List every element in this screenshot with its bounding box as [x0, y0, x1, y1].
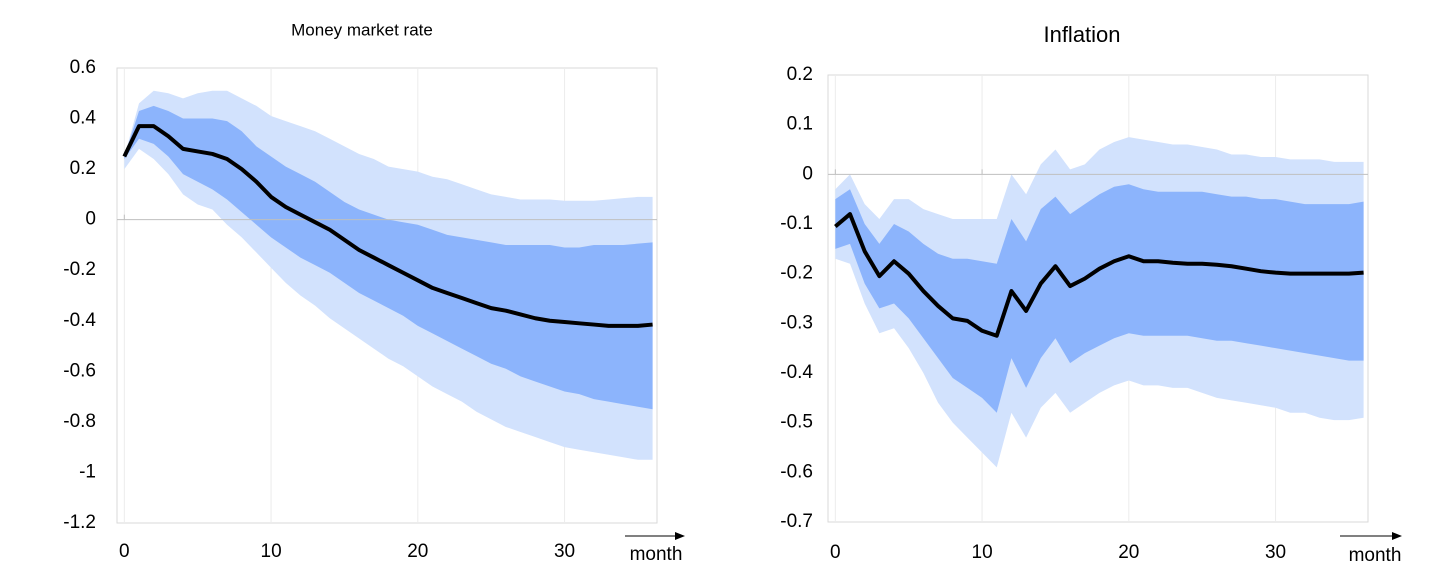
plot-frame: [827, 74, 1369, 523]
x-tick-label: 10: [972, 542, 993, 563]
y-tick-label: -0.2: [63, 259, 96, 280]
x-tick-label: 20: [407, 541, 428, 562]
y-tick-label: -0.2: [780, 263, 813, 284]
y-tick-label: -0.5: [780, 412, 813, 433]
response-line: [122, 124, 653, 328]
x-tick-label: 30: [554, 541, 575, 562]
x-axis-label: month: [1349, 545, 1402, 566]
chart-title: Money market rate: [291, 20, 433, 39]
y-tick-label: 0: [802, 163, 813, 184]
y-tick-label: -1.2: [63, 512, 96, 533]
y-tick-label: -0.7: [780, 511, 813, 532]
confidence-band: [835, 184, 1364, 413]
y-tick-label: 0.1: [787, 114, 813, 135]
y-tick-label: -0.6: [780, 461, 813, 482]
y-tick-label: -0.3: [780, 312, 813, 333]
x-tick-label: 20: [1118, 542, 1139, 563]
y-tick-label: 0.6: [70, 57, 96, 78]
y-tick-label: 0.4: [70, 108, 97, 129]
y-tick-label: -0.4: [780, 362, 813, 383]
y-tick-label: -0.4: [63, 310, 96, 331]
y-tick-label: 0.2: [787, 64, 813, 85]
y-tick-label: -0.8: [63, 411, 96, 432]
y-tick-label: 0.2: [70, 158, 96, 179]
x-axis-label: month: [630, 544, 683, 565]
axis-arrowhead: [1392, 532, 1402, 540]
x-tick-label: 0: [830, 542, 841, 563]
x-tick-label: 30: [1265, 542, 1286, 563]
response-line: [834, 212, 1364, 338]
chart-title: Inflation: [1043, 22, 1120, 47]
y-tick-label: -1: [79, 461, 96, 482]
y-tick-label: -0.1: [780, 213, 813, 234]
y-tick-label: 0: [85, 209, 96, 230]
x-tick-label: 10: [261, 541, 282, 562]
y-tick-label: -0.6: [63, 360, 96, 381]
axis-arrowhead: [675, 532, 685, 540]
x-tick-label: 0: [119, 541, 130, 562]
plot-frame: [116, 67, 658, 524]
